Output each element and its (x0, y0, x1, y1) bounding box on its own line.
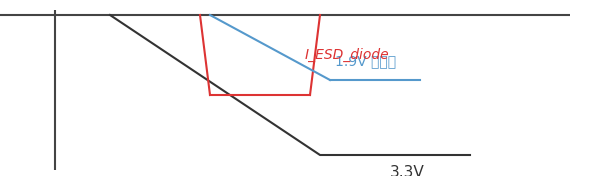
Text: 3.3V: 3.3V (390, 165, 425, 176)
Text: I_ESD_diode: I_ESD_diode (305, 48, 390, 62)
Text: 1.9V 预偏置: 1.9V 预偏置 (335, 54, 396, 68)
